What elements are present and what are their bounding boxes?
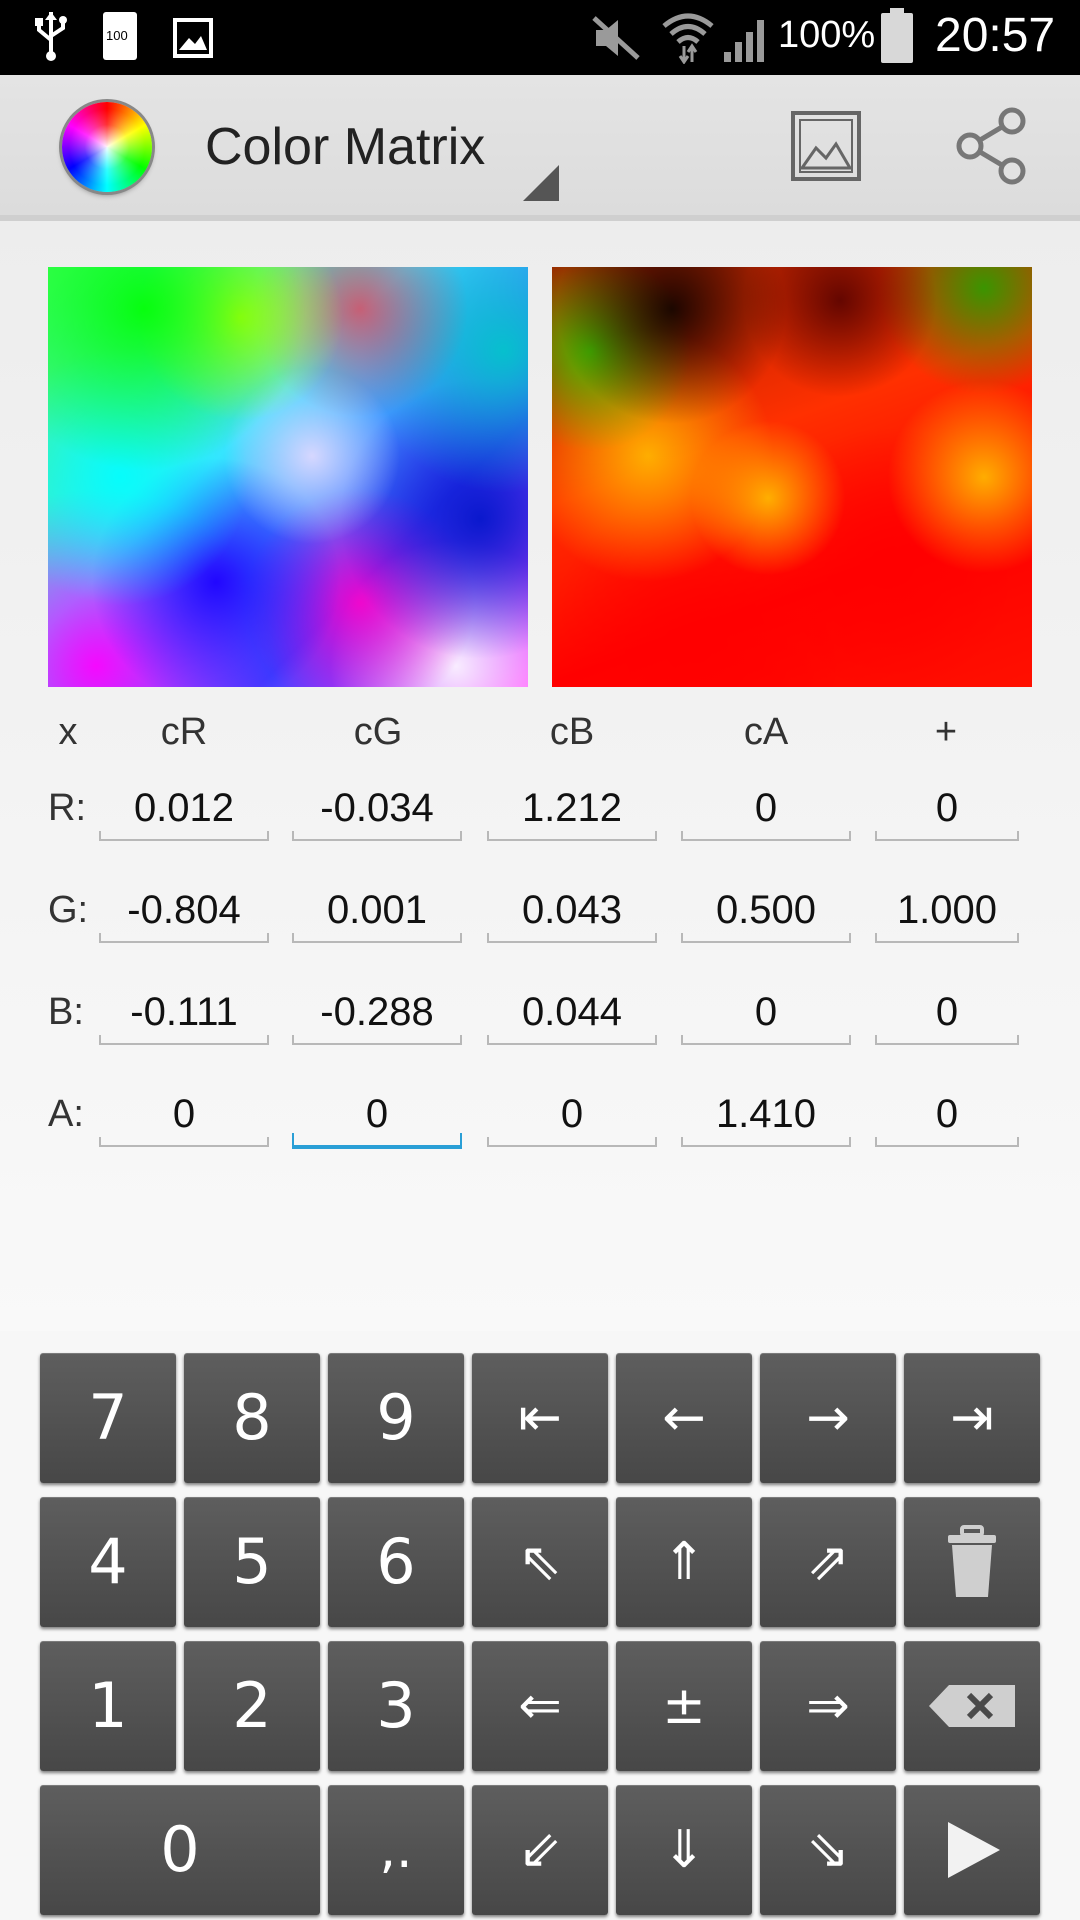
- cell-g-cg[interactable]: 0.001: [292, 879, 462, 943]
- key-up-left[interactable]: ⇖: [472, 1497, 608, 1627]
- spinner-indicator-icon[interactable]: [523, 165, 559, 201]
- key-5[interactable]: 5: [184, 1497, 320, 1627]
- cell-r-cr[interactable]: 0.012: [99, 777, 269, 841]
- key-1[interactable]: 1: [40, 1641, 176, 1771]
- cell-r-plus[interactable]: 0: [875, 777, 1019, 841]
- key-decimal[interactable]: ,.: [328, 1785, 464, 1915]
- header-cR: cR: [160, 711, 208, 753]
- header-x: x: [58, 711, 78, 753]
- matrix-header: x cR cG cB cA +: [0, 711, 1080, 761]
- mute-icon: [592, 16, 640, 60]
- gallery-icon: [173, 18, 213, 58]
- backspace-icon: [929, 1685, 1015, 1727]
- key-up-right[interactable]: ⇗: [760, 1497, 896, 1627]
- key-clear[interactable]: [904, 1497, 1040, 1627]
- key-6[interactable]: 6: [328, 1497, 464, 1627]
- cell-b-cr[interactable]: -0.111: [99, 981, 269, 1045]
- key-down[interactable]: ⇓: [616, 1785, 752, 1915]
- result-image: [552, 267, 1032, 687]
- numeric-keypad: 7 8 9 ⇤ ← → ⇥ 4 5 6 ⇖ ⇑ ⇗ 1 2 3 ⇐ ± ⇒ 0 …: [0, 1331, 1080, 1920]
- cell-b-cb[interactable]: 0.044: [487, 981, 657, 1045]
- cell-g-cb[interactable]: 0.043: [487, 879, 657, 943]
- share-icon[interactable]: [952, 107, 1030, 185]
- battery-percent: 100%: [778, 14, 876, 56]
- key-up[interactable]: ⇑: [616, 1497, 752, 1627]
- key-down-right[interactable]: ⇘: [760, 1785, 896, 1915]
- usb-icon: [35, 12, 67, 61]
- row-label-a: A:: [48, 1093, 84, 1135]
- cell-r-cg[interactable]: -0.034: [292, 777, 462, 841]
- header-cG: cG: [353, 711, 403, 753]
- cell-b-ca[interactable]: 0: [681, 981, 851, 1045]
- next-icon: [948, 1822, 1000, 1878]
- key-0[interactable]: 0: [40, 1785, 320, 1915]
- row-label-r: R:: [48, 787, 86, 829]
- key-7[interactable]: 7: [40, 1353, 176, 1483]
- cell-g-plus[interactable]: 1.000: [875, 879, 1019, 943]
- cell-r-ca[interactable]: 0: [681, 777, 851, 841]
- action-bar: Color Matrix: [0, 75, 1080, 221]
- cell-a-plus[interactable]: 0: [875, 1083, 1019, 1147]
- cell-g-ca[interactable]: 0.500: [681, 879, 851, 943]
- color-wheel-logo[interactable]: [62, 102, 152, 192]
- key-down-left[interactable]: ⇙: [472, 1785, 608, 1915]
- page-title[interactable]: Color Matrix: [205, 118, 486, 176]
- key-2[interactable]: 2: [184, 1641, 320, 1771]
- cell-g-cr[interactable]: -0.804: [99, 879, 269, 943]
- key-double-right[interactable]: ⇒: [760, 1641, 896, 1771]
- header-cB: cB: [549, 711, 595, 753]
- row-label-g: G:: [48, 889, 89, 931]
- header-plus: +: [934, 711, 958, 753]
- signal-icon: [724, 20, 764, 62]
- cell-a-cg-focused[interactable]: 0: [292, 1083, 462, 1149]
- source-image: [48, 267, 528, 687]
- cell-a-cb[interactable]: 0: [487, 1083, 657, 1147]
- cell-b-cg[interactable]: -0.288: [292, 981, 462, 1045]
- key-4[interactable]: 4: [40, 1497, 176, 1627]
- key-right[interactable]: →: [760, 1353, 896, 1483]
- key-last-column[interactable]: ⇥: [904, 1353, 1040, 1483]
- key-left[interactable]: ←: [616, 1353, 752, 1483]
- cell-a-cr[interactable]: 0: [99, 1083, 269, 1147]
- cell-r-cb[interactable]: 1.212: [487, 777, 657, 841]
- wifi-icon: [662, 13, 714, 64]
- key-3[interactable]: 3: [328, 1641, 464, 1771]
- key-8[interactable]: 8: [184, 1353, 320, 1483]
- matrix-editor: x cR cG cB cA + R: 0.012 -0.034 1.212 0 …: [0, 221, 1080, 1331]
- key-next[interactable]: [904, 1785, 1040, 1915]
- battery-saver-icon: 100: [103, 12, 137, 60]
- cell-a-ca[interactable]: 1.410: [681, 1083, 851, 1147]
- key-first-column[interactable]: ⇤: [472, 1353, 608, 1483]
- key-9[interactable]: 9: [328, 1353, 464, 1483]
- status-bar: 100 100% 20:57: [0, 0, 1080, 75]
- key-plus-minus[interactable]: ±: [616, 1641, 752, 1771]
- image-icon[interactable]: [790, 110, 862, 182]
- battery-icon: [881, 8, 913, 63]
- clock: 20:57: [935, 9, 1056, 62]
- battery-saver-label: 100: [106, 28, 128, 43]
- key-backspace[interactable]: [904, 1641, 1040, 1771]
- cell-b-plus[interactable]: 0: [875, 981, 1019, 1045]
- trash-icon: [948, 1525, 996, 1597]
- row-label-b: B:: [48, 991, 84, 1033]
- key-double-left[interactable]: ⇐: [472, 1641, 608, 1771]
- header-cA: cA: [743, 711, 789, 753]
